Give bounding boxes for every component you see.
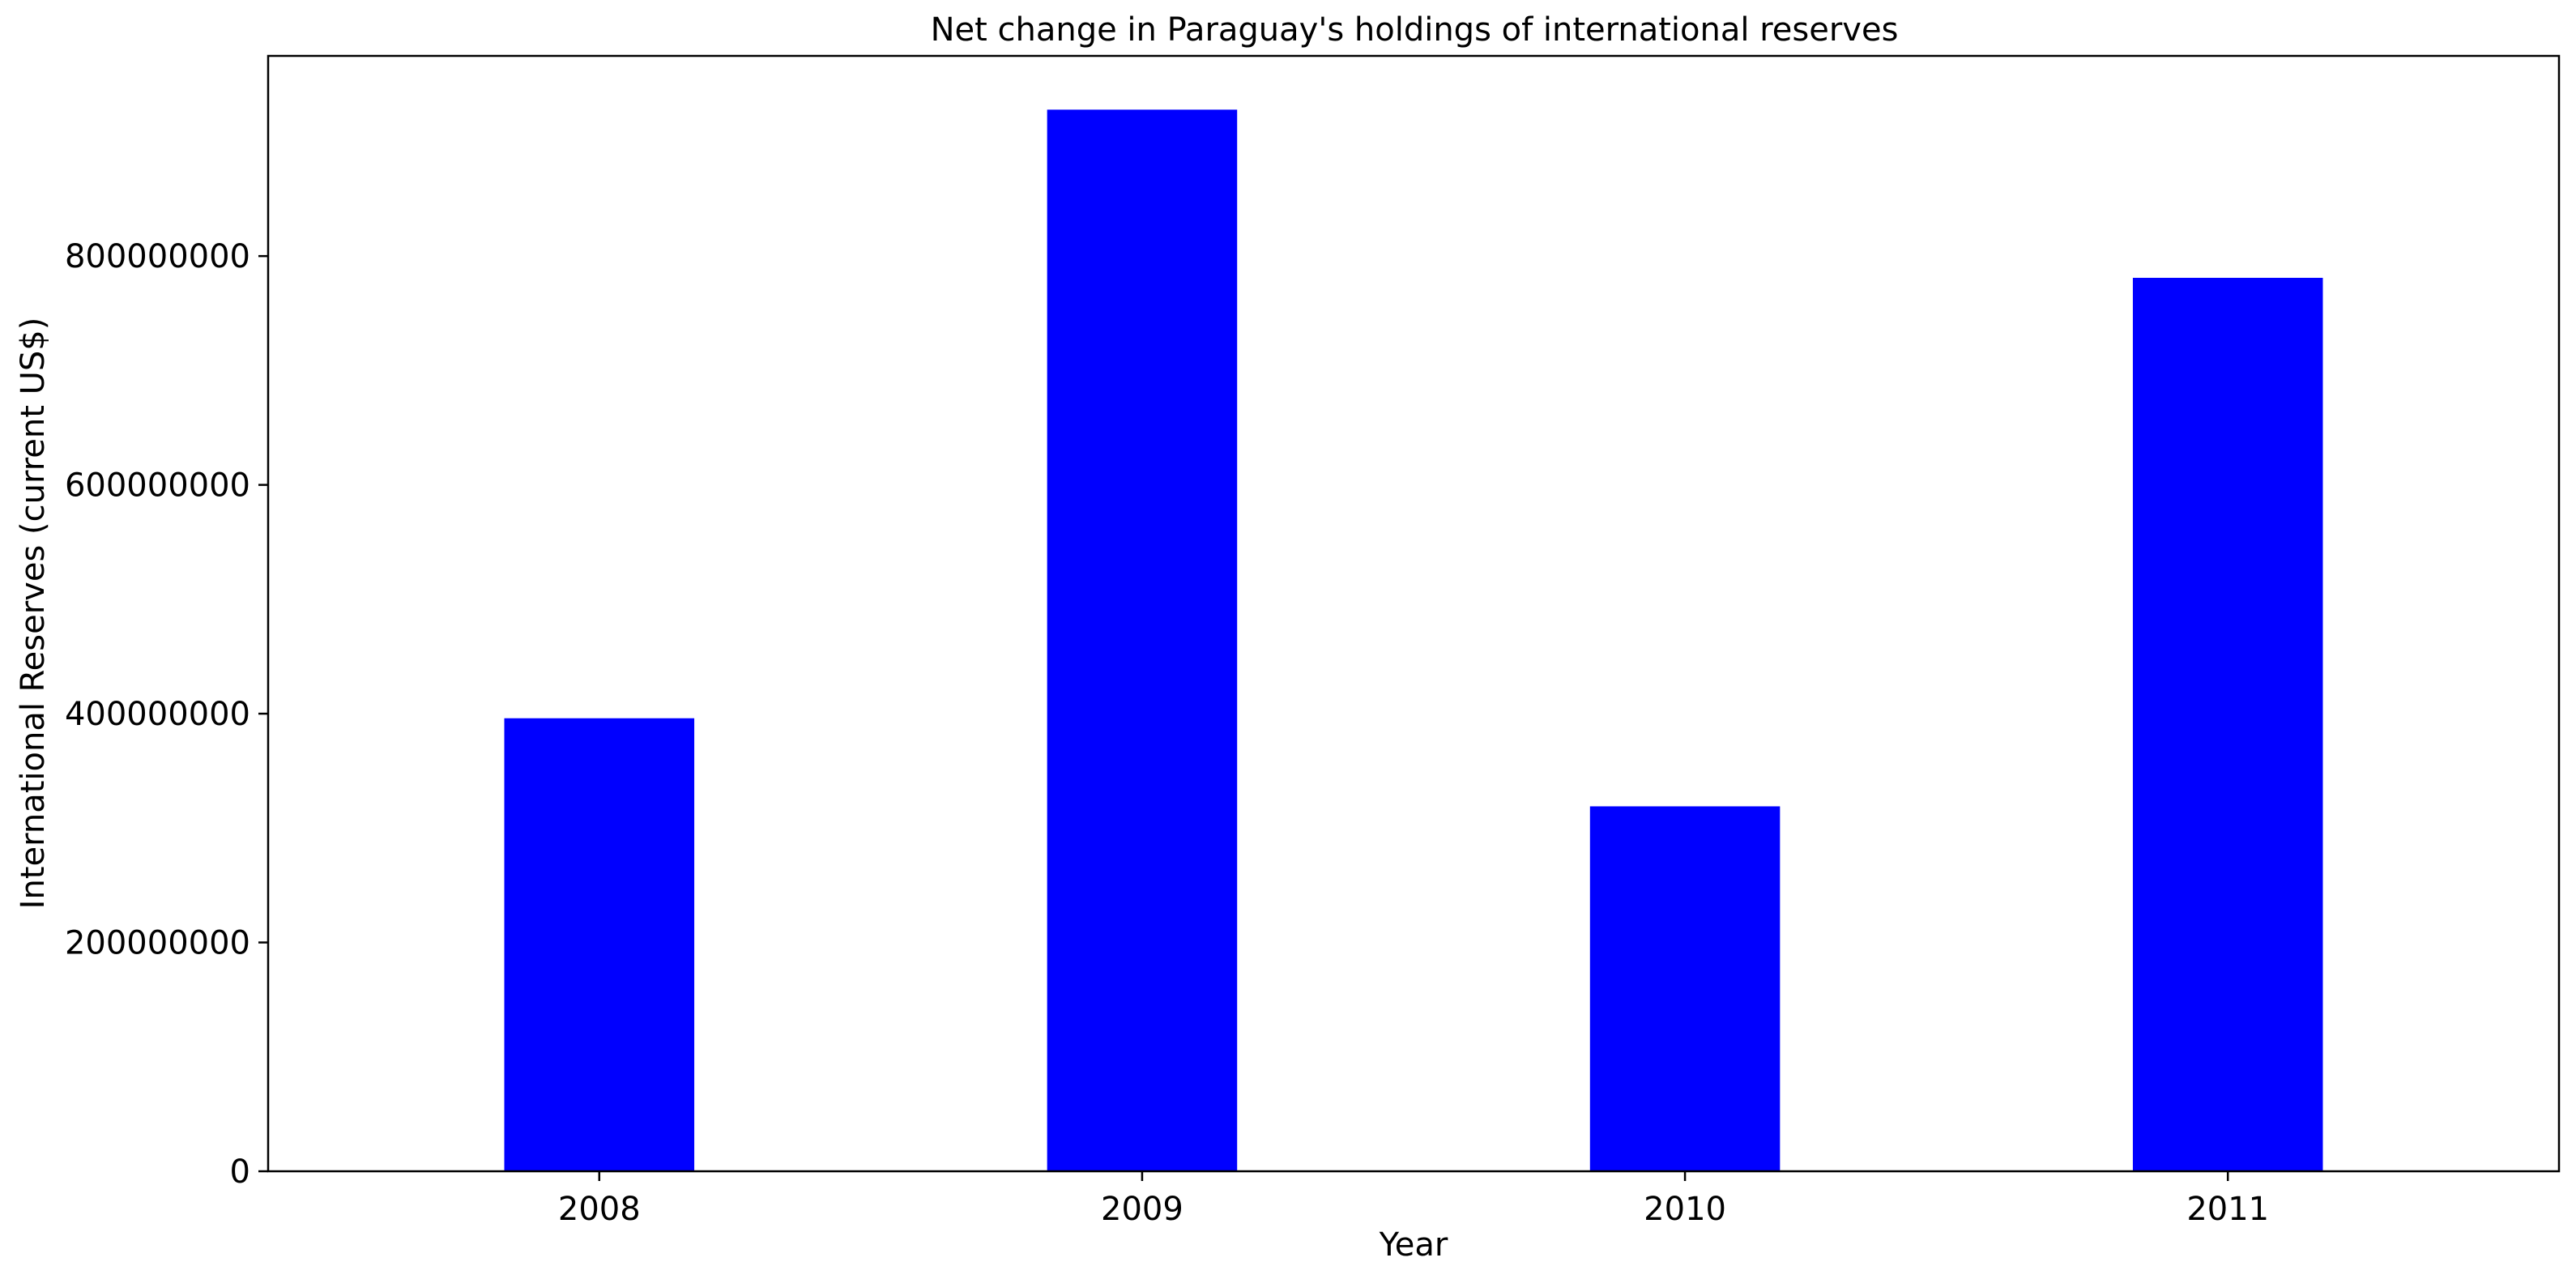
y-tick-label: 800000000 xyxy=(65,238,250,275)
y-axis: 0 200000000 400000000 600000000 800000000 xyxy=(65,238,268,1191)
bar-2008 xyxy=(504,718,695,1171)
x-axis-label: Year xyxy=(1379,1226,1448,1264)
x-tick-label: 2008 xyxy=(558,1191,641,1228)
y-axis-label: International Reserves (current US$) xyxy=(15,318,52,910)
x-tick-label: 2009 xyxy=(1101,1191,1184,1228)
x-tick-label: 2010 xyxy=(1644,1191,1726,1228)
y-tick-label: 400000000 xyxy=(65,696,250,733)
axes-frame xyxy=(267,54,2561,1173)
bar-2010 xyxy=(1589,806,1781,1171)
plot-area xyxy=(504,109,2323,1172)
bar-2009 xyxy=(1047,109,1238,1172)
bar-2011 xyxy=(2132,277,2323,1172)
y-tick-label: 600000000 xyxy=(65,467,250,505)
x-tick-label: 2011 xyxy=(2186,1191,2269,1228)
y-tick-label: 0 xyxy=(230,1153,250,1191)
y-tick-label: 200000000 xyxy=(65,925,250,962)
x-axis: 2008 2009 2010 2011 xyxy=(558,1171,2269,1228)
chart-title: Net change in Paraguay's holdings of int… xyxy=(931,11,1899,49)
